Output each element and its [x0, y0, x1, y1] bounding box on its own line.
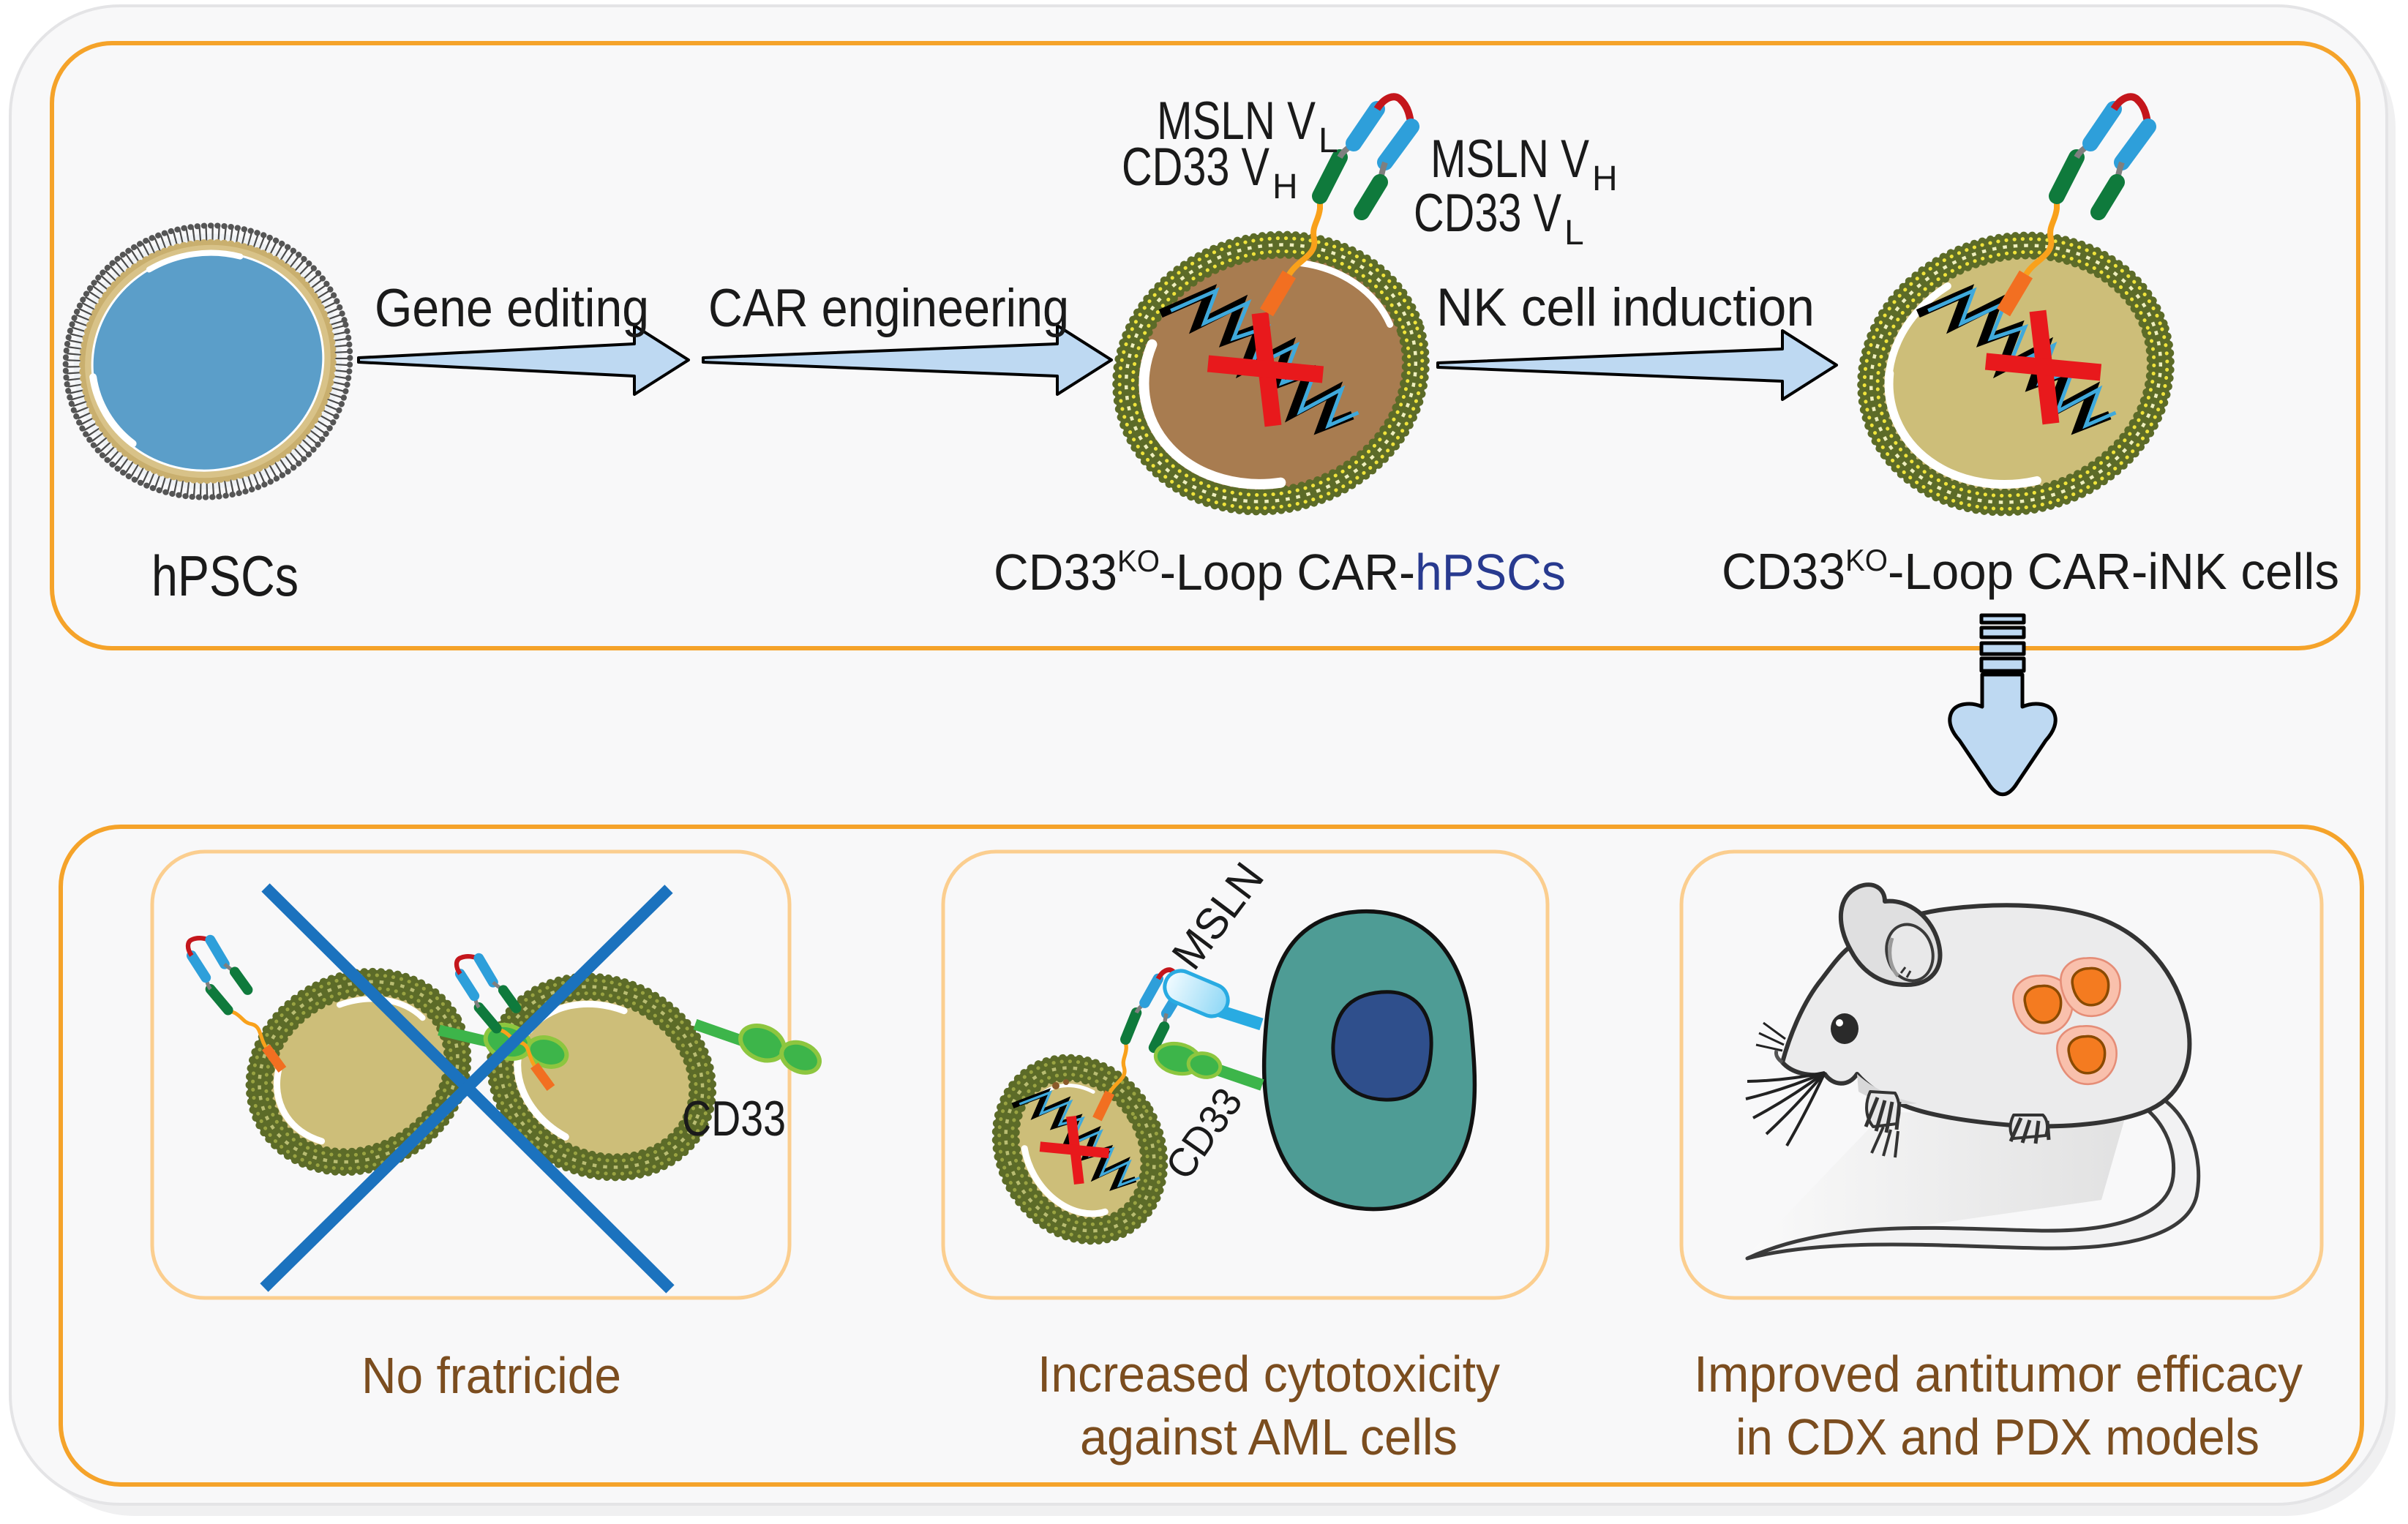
- svg-text:No fratricide: No fratricide: [361, 1347, 621, 1404]
- svg-text:CD33 V: CD33 V: [1122, 138, 1269, 197]
- svg-text:L: L: [1564, 214, 1584, 252]
- svg-text:CD33 V: CD33 V: [1414, 184, 1561, 243]
- svg-text:-Loop CAR-: -Loop CAR-: [1160, 544, 1415, 601]
- svg-text:CD33: CD33: [682, 1091, 786, 1146]
- svg-text:in CDX and PDX models: in CDX and PDX models: [1736, 1408, 2259, 1465]
- svg-text:hPSCs: hPSCs: [151, 544, 299, 608]
- svg-text:CD33: CD33: [1722, 543, 1845, 600]
- svg-text:MSLN V: MSLN V: [1157, 91, 1316, 151]
- svg-text:CAR engineering: CAR engineering: [708, 279, 1069, 338]
- svg-text:KO: KO: [1845, 543, 1888, 577]
- svg-text:-Loop CAR-iNK cells: -Loop CAR-iNK cells: [1888, 543, 2339, 600]
- svg-text:against AML cells: against AML cells: [1080, 1408, 1458, 1465]
- svg-text:KO: KO: [1117, 544, 1160, 578]
- svg-text:L: L: [1319, 121, 1338, 160]
- svg-text:Improved antitumor efficacy: Improved antitumor efficacy: [1694, 1345, 2303, 1403]
- svg-text:MSLN V: MSLN V: [1430, 129, 1589, 189]
- svg-text:Increased cytotoxicity: Increased cytotoxicity: [1038, 1345, 1500, 1403]
- svg-text:NK cell induction: NK cell induction: [1436, 278, 1815, 337]
- svg-text:Gene editing: Gene editing: [375, 279, 649, 338]
- svg-text:H: H: [1272, 168, 1298, 206]
- svg-text:hPSCs: hPSCs: [1415, 544, 1566, 601]
- svg-text:H: H: [1592, 159, 1618, 198]
- svg-text:CD33: CD33: [994, 544, 1117, 601]
